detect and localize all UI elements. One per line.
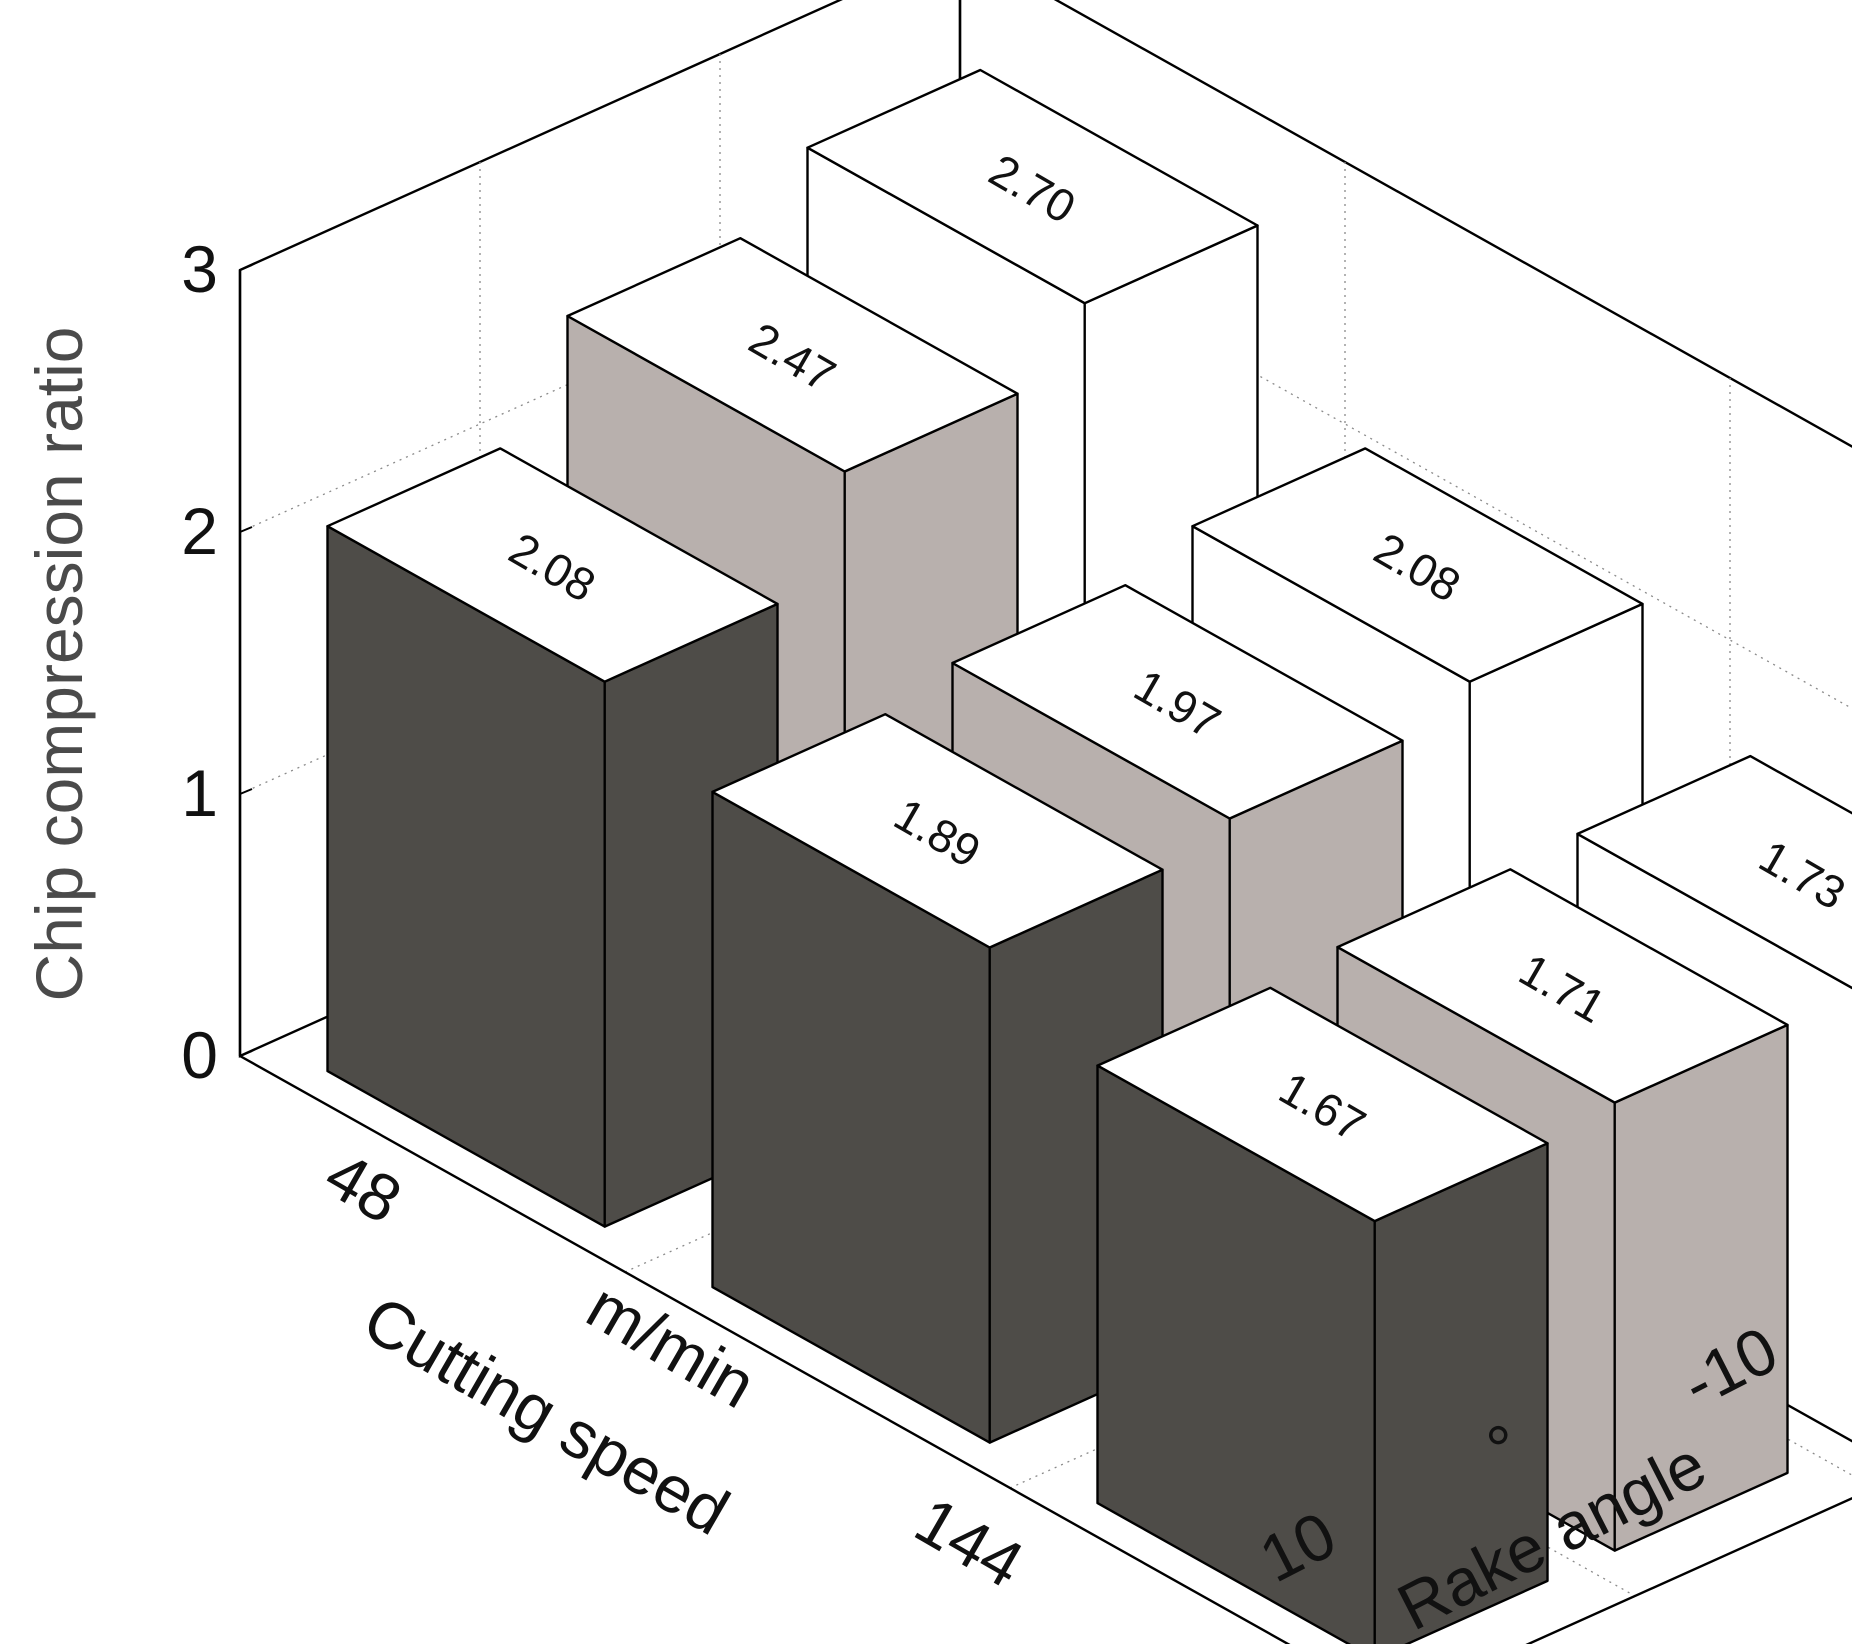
- bar-top-face: [806, 68, 1259, 305]
- bar-96-0: 1.89: [711, 713, 1164, 1444]
- x-tick-144: 144: [903, 1483, 1035, 1602]
- chart-front-axes: 0 1 2 3: [181, 232, 1852, 1644]
- bar-top-face: [1576, 754, 1852, 990]
- y-axis-title: Chip compression ratio: [22, 327, 96, 1002]
- bar-top-face: [1336, 868, 1789, 1104]
- bar-144-0: 1.67: [1096, 986, 1549, 1644]
- y-axis-line: [1525, 1497, 1852, 1644]
- z-tick-label-3: 3: [181, 232, 218, 306]
- bar-top-face: [326, 447, 779, 683]
- z-tick-label-2: 2: [181, 494, 218, 568]
- bar-top-face: [566, 236, 1019, 473]
- bar-top-face: [1191, 447, 1644, 683]
- bar-top-face: [951, 584, 1404, 820]
- bars-group: 2.702.081.732.471.971.712.081.891.67: [326, 68, 1852, 1644]
- z-tick-mark-3: [239, 264, 253, 271]
- z-tick-mark-0: [239, 1050, 253, 1057]
- x-axis-line: [239, 1054, 1291, 1644]
- bar-top-face: [1096, 986, 1549, 1223]
- bar-48-0: 2.08: [326, 447, 779, 1228]
- x-tick-48: 48: [313, 1137, 414, 1238]
- z-tick-label-1: 1: [181, 756, 218, 830]
- z-tick-mark-2: [239, 526, 253, 533]
- z-tick-label-0: 0: [181, 1018, 218, 1092]
- z-tick-mark-1: [239, 788, 253, 795]
- bar-top-face: [711, 713, 1164, 949]
